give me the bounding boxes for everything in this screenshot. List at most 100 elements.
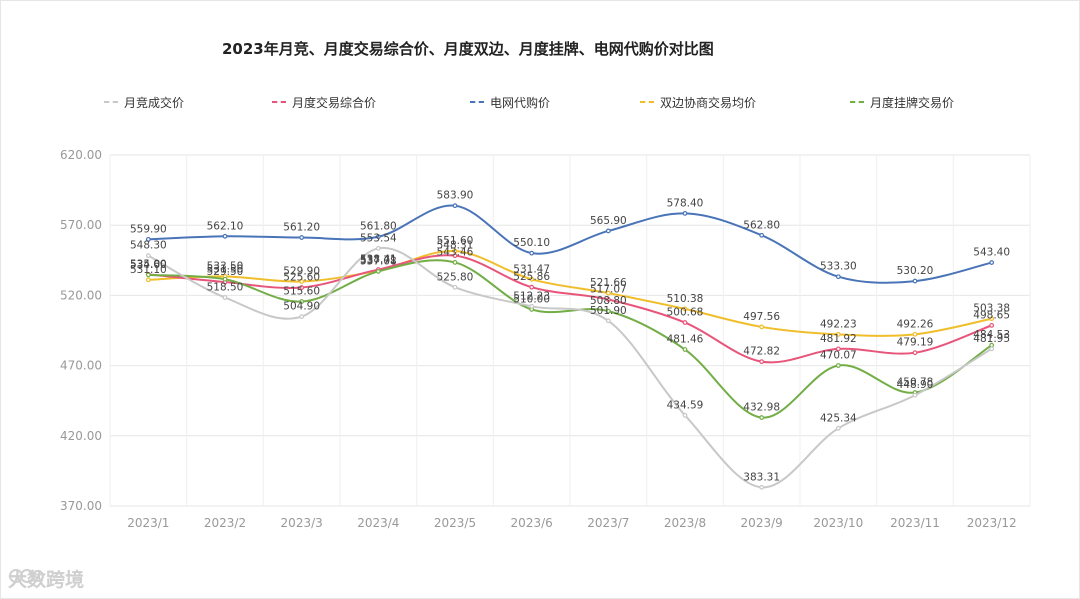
data-point-3 [989,316,995,322]
y-tick-label: 620.00 [60,148,102,162]
x-tick-label: 2023/5 [434,516,476,530]
data-label: 535.00 [130,258,167,270]
data-label: 521.66 [590,277,627,289]
data-label: 562.10 [207,220,244,232]
data-point-0 [375,245,381,251]
legend-label: 月竞成交价 [124,95,185,110]
data-label: 497.56 [743,311,780,323]
y-tick-label: 370.00 [60,499,102,513]
series-line-3 [148,250,992,337]
legend: 月竞成交价 月度交易综合价 电网代购价 双边协商交易均价 月度挂牌交易价 [0,92,1080,112]
x-tick-label: 2023/12 [967,516,1017,530]
data-label: 434.59 [667,399,704,411]
data-label: 531.50 [207,263,244,275]
data-point-3 [835,331,841,337]
x-tick-label: 2023/9 [741,516,783,530]
data-label: 525.60 [283,272,320,284]
data-label: 450.78 [897,377,934,389]
data-point-4 [835,363,841,368]
x-tick-label: 2023/7 [587,516,629,530]
data-label: 503.38 [973,303,1010,315]
data-label: 533.50 [207,260,244,272]
legend-item-grid-purchase[interactable]: 电网代购价 [470,92,550,112]
data-point-1 [835,346,841,352]
data-point-1 [605,297,611,302]
data-label: 472.82 [743,346,780,358]
x-tick-label: 2023/3 [281,516,323,530]
legend-item-bilateral[interactable]: 双边协商交易均价 [640,92,756,112]
data-point-3 [759,324,765,330]
data-label: 548.30 [130,240,167,252]
data-label: 512.23 [513,290,550,302]
data-point-0 [835,425,841,431]
data-label: 562.80 [743,219,780,231]
data-point-3 [682,306,688,312]
legend-swatch-icon [272,101,286,103]
legend-label: 电网代购价 [490,95,551,110]
data-point-3 [145,277,151,283]
legend-label: 双边协商交易均价 [660,95,757,110]
legend-item-listing[interactable]: 月度挂牌交易价 [850,92,954,112]
data-point-1 [452,253,458,259]
data-label: 484.53 [973,329,1010,341]
data-point-0 [682,412,688,418]
data-point-4 [759,415,765,420]
data-label: 565.90 [590,215,627,227]
data-point-2 [835,274,841,280]
data-label: 537.71 [360,255,397,267]
data-point-3 [529,276,535,282]
data-label: 432.98 [743,402,780,414]
data-point-4 [682,347,688,352]
data-label: 481.92 [820,333,857,345]
data-point-0 [299,314,305,320]
data-label: 561.20 [283,222,320,234]
watermark: 大数跨境 [8,565,84,592]
data-label: 500.68 [667,307,704,319]
data-point-4 [375,269,381,274]
data-label: 525.80 [437,271,474,283]
data-label: 492.23 [820,318,857,330]
data-point-0 [912,392,918,398]
data-label: 470.07 [820,350,857,362]
legend-swatch-icon [850,101,864,103]
data-point-2 [912,278,918,284]
y-tick-label: 470.00 [60,359,102,373]
data-point-0 [145,253,151,259]
data-point-0 [222,295,228,300]
data-label: 551.60 [437,235,474,247]
data-label: 538.41 [360,254,397,266]
data-point-3 [912,331,918,337]
data-label: 481.95 [973,333,1010,345]
legend-item-monthly-bidding[interactable]: 月竞成交价 [104,92,184,112]
data-point-2 [605,228,611,234]
legend-swatch-icon [470,101,484,103]
series-line-0 [147,246,993,489]
data-point-1 [682,320,688,325]
data-point-2 [682,211,688,216]
data-label: 448.90 [897,379,934,391]
legend-item-monthly-composite[interactable]: 月度交易综合价 [272,92,376,112]
data-label: 504.90 [283,301,320,313]
data-label: 501.90 [590,305,627,317]
data-label: 517.07 [590,284,627,296]
data-point-0 [452,284,458,290]
watermark-logo-icon [9,569,44,583]
data-label: 561.80 [360,221,397,233]
data-point-2 [989,260,995,265]
data-label: 534.60 [130,259,167,271]
data-point-1 [529,284,535,290]
data-label: 529.90 [283,266,320,278]
x-tick-label: 2023/10 [813,516,863,530]
x-tick-label: 2023/11 [890,516,940,530]
data-label: 481.46 [667,334,704,346]
data-label: 533.30 [820,261,857,273]
data-label: 543.40 [973,247,1010,259]
data-point-3 [299,279,305,284]
data-label: 492.26 [897,318,934,330]
data-label: 543.46 [437,246,474,258]
chart-title: 2023年月竞、月度交易综合价、月度双边、月度挂牌、电网代购价对比图 [222,40,714,58]
watermark-text: 大数跨境 [8,569,85,591]
y-tick-label: 420.00 [60,429,102,443]
data-point-1 [299,285,305,290]
data-point-3 [605,290,611,296]
